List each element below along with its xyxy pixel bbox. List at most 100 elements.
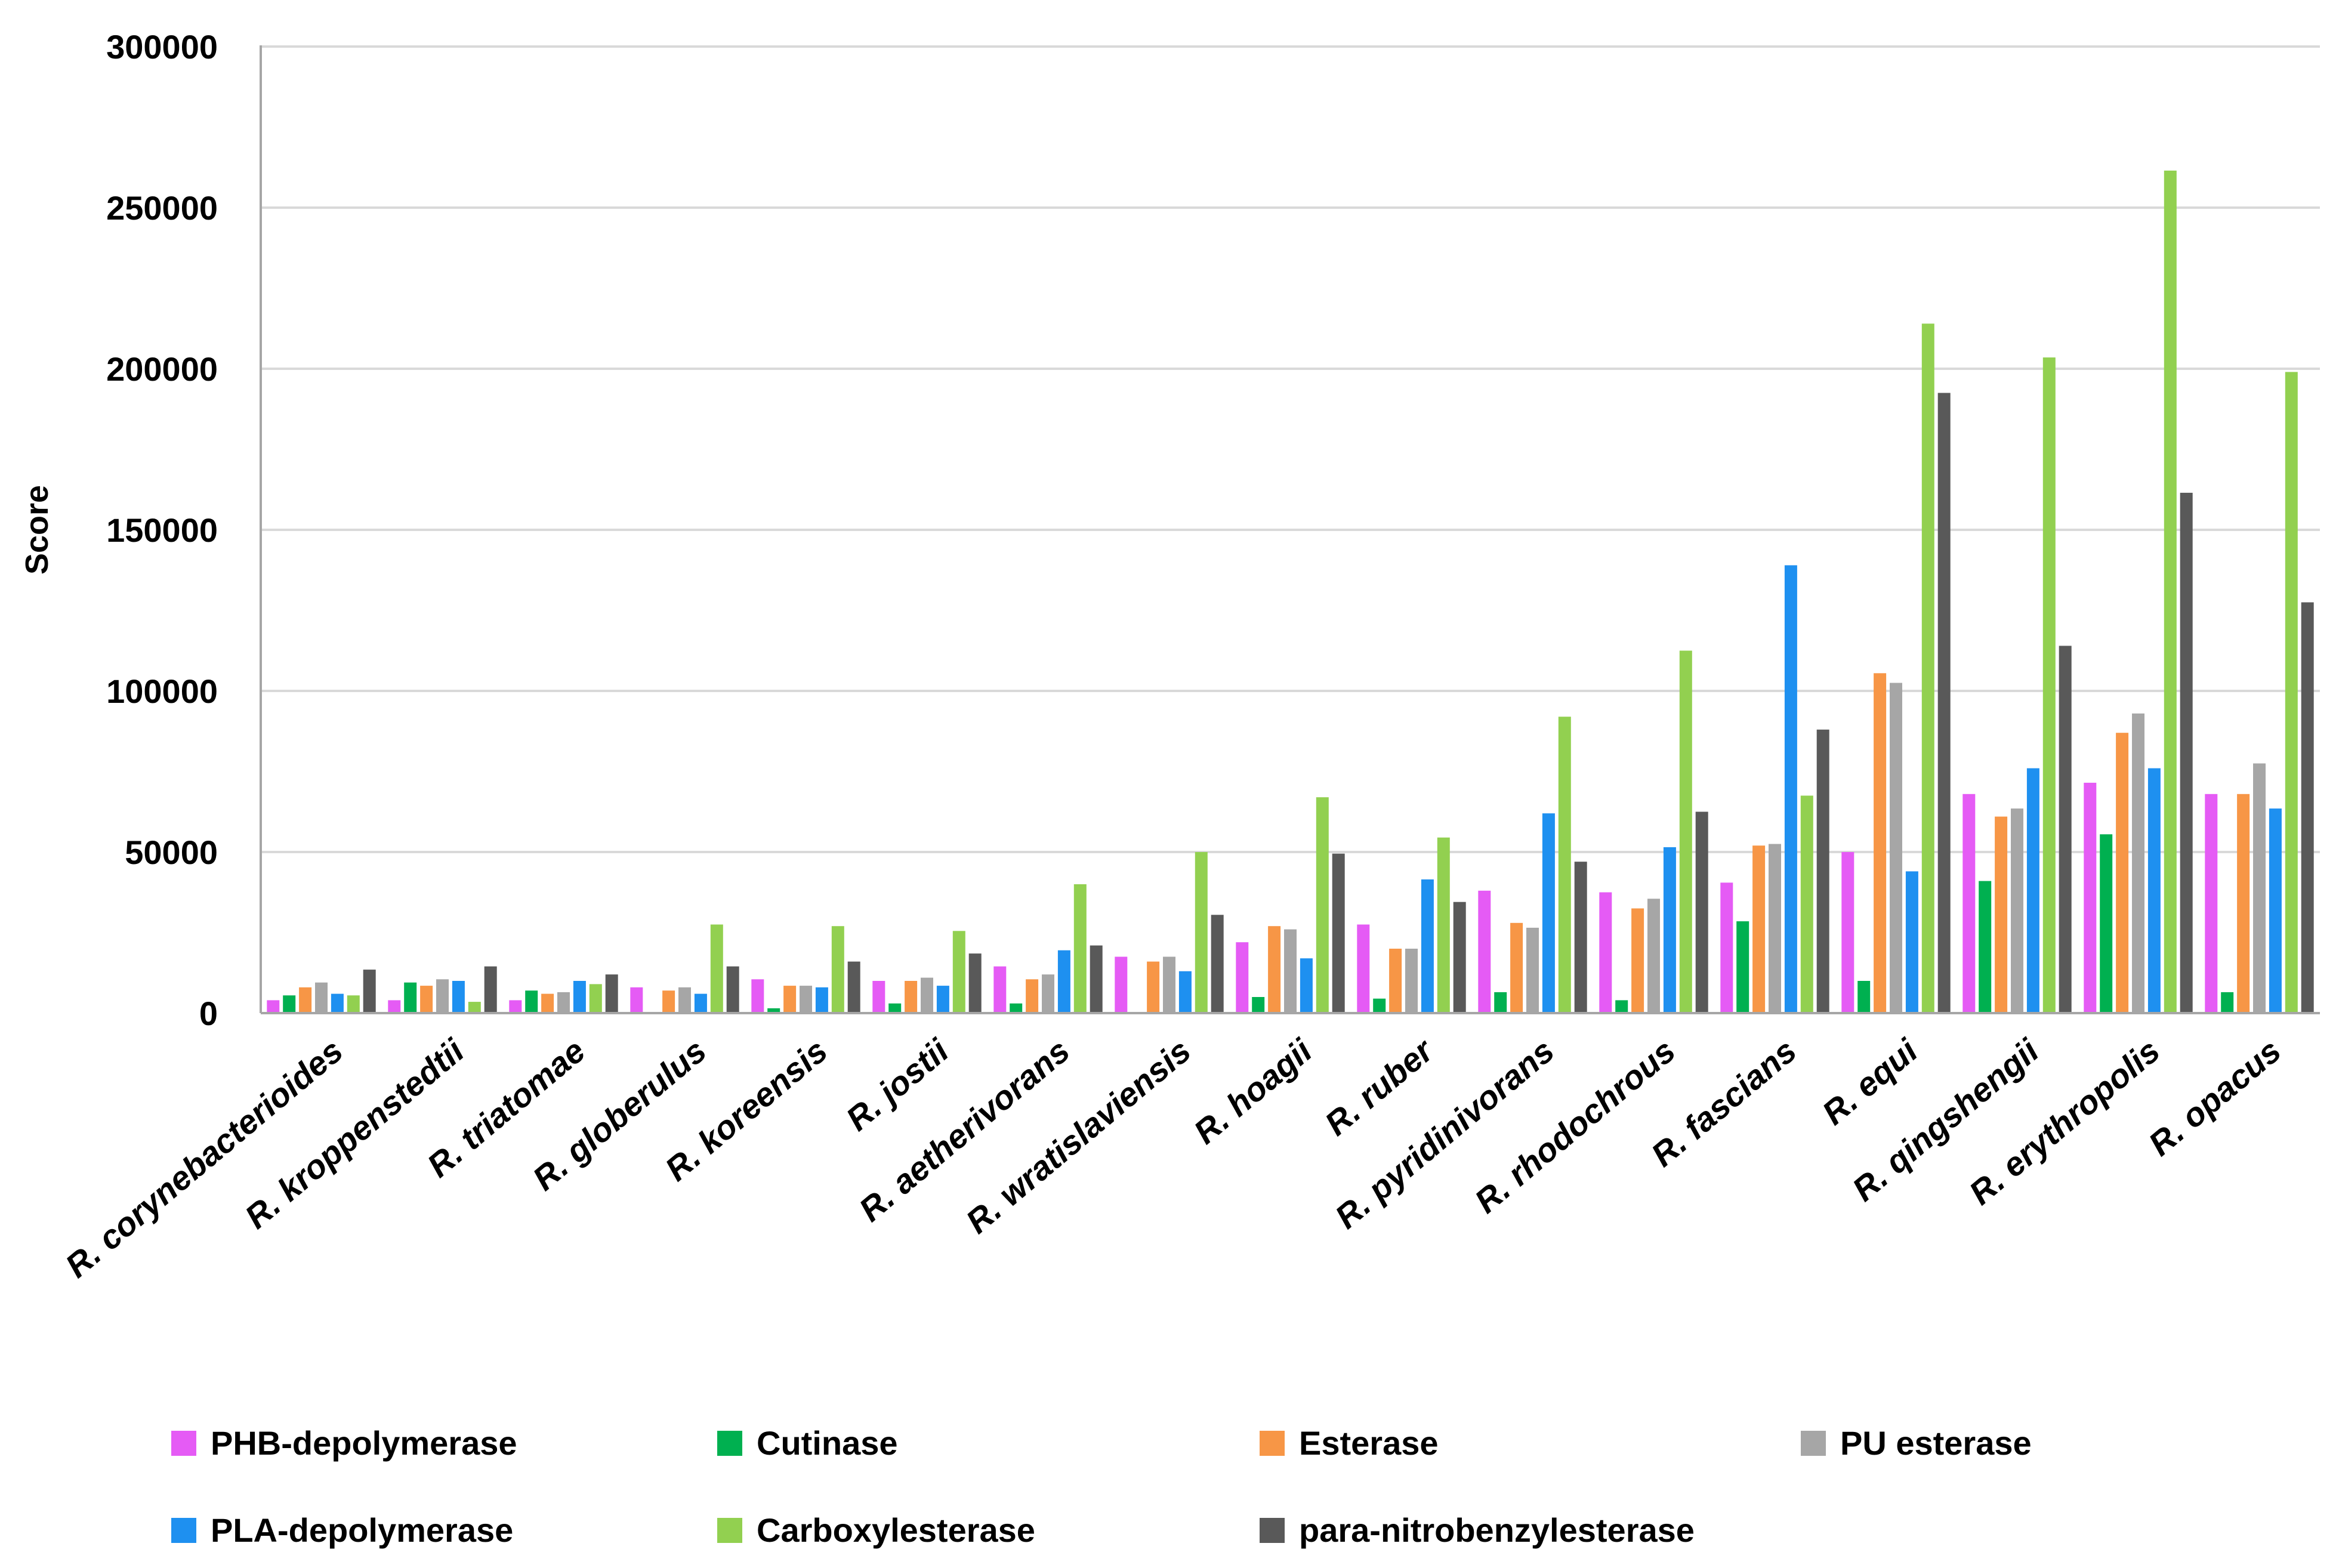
bar <box>1752 845 1766 1013</box>
bar <box>1631 908 1644 1013</box>
bar <box>1599 892 1612 1013</box>
bar <box>1389 949 1402 1013</box>
y-tick-label: 100000 <box>106 672 218 710</box>
legend: PHB-depolymerase Cutinase Esterase PU ester… <box>171 1424 2032 1549</box>
bar <box>1057 950 1070 1013</box>
bar <box>1026 979 1039 1013</box>
bar <box>573 981 586 1013</box>
bar <box>605 974 618 1013</box>
bar <box>952 931 965 1013</box>
bar <box>2221 992 2234 1013</box>
bar <box>452 981 465 1013</box>
bar <box>1236 942 1249 1013</box>
x-tick-label: R. hoagii <box>1187 1031 1320 1151</box>
bar <box>1357 924 1370 1013</box>
legend-item: PLA-depolymerase <box>171 1511 513 1549</box>
bar <box>331 993 344 1013</box>
bar <box>1857 981 1871 1013</box>
legend-item: para-nitrobenzylesterase <box>1260 1511 1695 1549</box>
bar <box>1615 1000 1628 1013</box>
bar <box>905 981 918 1013</box>
bar <box>2100 834 2113 1013</box>
bar <box>1841 852 1854 1013</box>
bar <box>2042 357 2056 1013</box>
y-axis-label: Score <box>19 485 55 575</box>
bar <box>2164 170 2177 1013</box>
bar <box>363 970 376 1013</box>
bar <box>751 979 764 1013</box>
legend-swatch <box>1260 1518 1285 1543</box>
bar <box>267 1000 280 1013</box>
bar <box>1300 958 1313 1013</box>
bar <box>388 1000 401 1013</box>
bar <box>1679 650 1692 1013</box>
bar <box>2269 808 2282 1013</box>
bar <box>2059 646 2072 1013</box>
bar <box>630 987 643 1013</box>
bar <box>2084 782 2097 1013</box>
axes <box>260 45 2320 1014</box>
bar <box>1010 1003 1023 1013</box>
bar <box>1695 811 1708 1013</box>
y-tick-label: 150000 <box>106 511 218 549</box>
y-tick-label: 250000 <box>106 189 218 227</box>
bar <box>1979 881 1992 1013</box>
x-tick-label: R. pyridinivorans <box>1328 1032 1561 1236</box>
legend-swatch <box>717 1431 742 1456</box>
bar <box>1405 949 1418 1013</box>
x-tick-label: R. rhodochrous <box>1467 1032 1682 1220</box>
bar <box>1494 992 1507 1013</box>
legend-item: Esterase <box>1260 1424 1439 1462</box>
bar <box>2253 763 2266 1013</box>
bar <box>1874 673 1887 1013</box>
legend-swatch <box>1260 1431 1285 1456</box>
legend-label: PLA-depolymerase <box>211 1511 513 1549</box>
x-tick-label: R. wratislaviensis <box>959 1032 1198 1240</box>
legend-label: Carboxylesterase <box>757 1511 1035 1549</box>
bar <box>2180 492 2193 1013</box>
bar <box>1252 997 1265 1013</box>
bar <box>2132 713 2144 1013</box>
legend-label: PU esterase <box>1840 1424 2032 1462</box>
bar <box>1510 922 1523 1013</box>
bar <box>1332 853 1345 1013</box>
bar <box>1890 683 1902 1013</box>
legend-item: PHB-depolymerase <box>171 1424 517 1462</box>
bar <box>1478 890 1491 1013</box>
bar <box>468 1002 481 1013</box>
bar <box>936 986 949 1013</box>
bar <box>1574 862 1587 1013</box>
bar <box>347 995 360 1013</box>
bar <box>800 986 812 1013</box>
bar <box>831 926 844 1013</box>
bar <box>436 979 449 1013</box>
bar <box>1147 961 1160 1013</box>
legend-label: para-nitrobenzylesterase <box>1299 1511 1695 1549</box>
bar <box>525 990 538 1013</box>
bar <box>993 966 1007 1013</box>
bar <box>783 986 797 1013</box>
legend-swatch <box>171 1518 196 1543</box>
bar <box>1558 717 1571 1013</box>
bar <box>283 995 296 1013</box>
bar <box>1453 902 1466 1013</box>
bar <box>1526 927 1539 1013</box>
legend-swatch <box>171 1431 196 1456</box>
bar <box>1284 929 1297 1013</box>
bar <box>315 982 328 1013</box>
bar <box>1042 974 1054 1013</box>
bar <box>541 993 554 1013</box>
bar <box>726 966 739 1013</box>
bar <box>299 987 312 1013</box>
bar <box>1268 926 1281 1013</box>
bar <box>2237 794 2250 1013</box>
bar <box>1090 945 1103 1013</box>
bar <box>509 1000 522 1013</box>
bar <box>815 987 828 1013</box>
legend-label: Esterase <box>1299 1424 1439 1462</box>
bar <box>1663 847 1676 1013</box>
bar <box>2285 372 2298 1013</box>
bar <box>1115 956 1128 1013</box>
bar <box>1736 921 1749 1013</box>
